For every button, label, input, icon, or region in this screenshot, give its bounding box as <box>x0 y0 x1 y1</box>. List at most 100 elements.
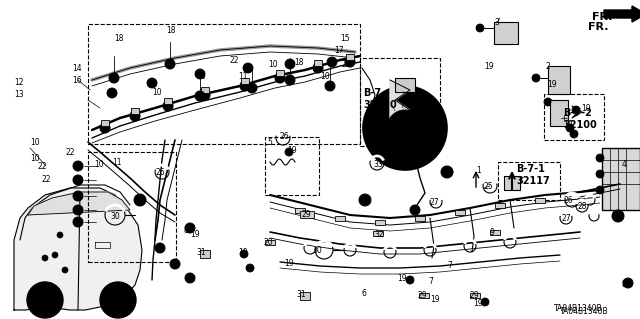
Text: 8: 8 <box>622 280 627 289</box>
Circle shape <box>359 194 371 206</box>
Circle shape <box>345 57 355 67</box>
Text: 19: 19 <box>287 146 296 155</box>
Text: 19: 19 <box>581 104 591 113</box>
Text: 4: 4 <box>622 160 627 169</box>
Circle shape <box>147 78 157 88</box>
Text: 8: 8 <box>183 226 188 235</box>
Text: 29: 29 <box>418 291 428 300</box>
Circle shape <box>76 219 81 225</box>
Circle shape <box>544 98 552 106</box>
Bar <box>495 203 505 208</box>
Circle shape <box>397 120 413 136</box>
Circle shape <box>406 276 414 284</box>
Text: 26: 26 <box>279 132 289 141</box>
Circle shape <box>165 59 175 69</box>
Circle shape <box>246 264 254 272</box>
Circle shape <box>73 205 83 215</box>
Circle shape <box>410 205 420 215</box>
Bar <box>88 24 360 144</box>
Circle shape <box>363 86 447 170</box>
Circle shape <box>532 74 540 82</box>
Text: 26: 26 <box>155 168 164 177</box>
Circle shape <box>313 63 323 73</box>
Circle shape <box>185 273 195 283</box>
Bar <box>314 60 322 66</box>
Circle shape <box>612 210 624 222</box>
Circle shape <box>200 90 210 100</box>
Text: 10: 10 <box>152 88 162 97</box>
Text: 19: 19 <box>563 120 573 129</box>
Text: 25: 25 <box>484 182 493 191</box>
Circle shape <box>163 101 173 111</box>
Circle shape <box>76 207 81 212</box>
Circle shape <box>113 295 123 305</box>
Text: 32: 32 <box>374 230 383 239</box>
Circle shape <box>240 250 248 258</box>
Circle shape <box>76 164 81 168</box>
Bar <box>455 210 465 215</box>
Text: 30: 30 <box>312 246 322 255</box>
Circle shape <box>52 252 58 258</box>
Bar <box>470 293 480 298</box>
Text: B-7-2
32100: B-7-2 32100 <box>563 108 596 130</box>
Text: 29: 29 <box>469 291 479 300</box>
Text: 16: 16 <box>72 76 82 85</box>
Circle shape <box>107 88 117 98</box>
Text: 19: 19 <box>238 248 248 257</box>
Circle shape <box>327 57 337 67</box>
Bar <box>498 162 560 200</box>
Polygon shape <box>390 80 410 120</box>
Bar <box>131 108 139 114</box>
Circle shape <box>285 148 293 156</box>
Bar <box>201 87 209 93</box>
Text: 7: 7 <box>428 277 433 286</box>
Polygon shape <box>14 188 142 310</box>
Bar <box>276 70 284 76</box>
Circle shape <box>375 98 435 158</box>
Text: 20: 20 <box>264 238 274 247</box>
Text: 19: 19 <box>284 259 294 268</box>
Circle shape <box>100 123 110 133</box>
Circle shape <box>170 259 180 269</box>
Text: 12: 12 <box>14 78 24 87</box>
Bar <box>101 120 109 126</box>
Bar <box>164 98 172 104</box>
Circle shape <box>108 290 128 310</box>
Text: 23: 23 <box>135 196 145 205</box>
Circle shape <box>76 177 81 182</box>
Text: 2: 2 <box>546 62 551 71</box>
Polygon shape <box>28 192 130 215</box>
Text: 33: 33 <box>373 160 383 169</box>
Text: 11: 11 <box>112 158 122 167</box>
Circle shape <box>615 213 621 219</box>
Circle shape <box>100 282 136 318</box>
Text: 15: 15 <box>340 34 349 43</box>
Text: 13: 13 <box>14 90 24 99</box>
Text: 23: 23 <box>361 196 371 205</box>
Text: 22: 22 <box>42 175 51 184</box>
Circle shape <box>42 255 48 261</box>
Text: 27: 27 <box>562 214 572 223</box>
Circle shape <box>73 217 83 227</box>
Circle shape <box>387 110 423 146</box>
Bar <box>295 208 305 213</box>
Circle shape <box>570 130 578 138</box>
Text: B-7-1
32117: B-7-1 32117 <box>516 164 550 186</box>
Bar <box>265 240 275 245</box>
Text: 22: 22 <box>66 148 76 157</box>
Text: 29: 29 <box>301 210 310 219</box>
Circle shape <box>137 197 143 203</box>
Text: 10: 10 <box>320 72 330 81</box>
Text: TA04B1340B: TA04B1340B <box>560 307 609 316</box>
Text: 14: 14 <box>72 64 82 73</box>
Bar <box>419 293 429 298</box>
Circle shape <box>572 106 580 114</box>
Text: 7: 7 <box>447 261 452 270</box>
Circle shape <box>195 91 205 101</box>
Circle shape <box>441 166 453 178</box>
Text: 21: 21 <box>614 212 623 221</box>
Text: 19: 19 <box>484 62 493 71</box>
Text: 3: 3 <box>494 18 499 27</box>
Text: 10: 10 <box>196 72 205 81</box>
Circle shape <box>596 186 604 194</box>
